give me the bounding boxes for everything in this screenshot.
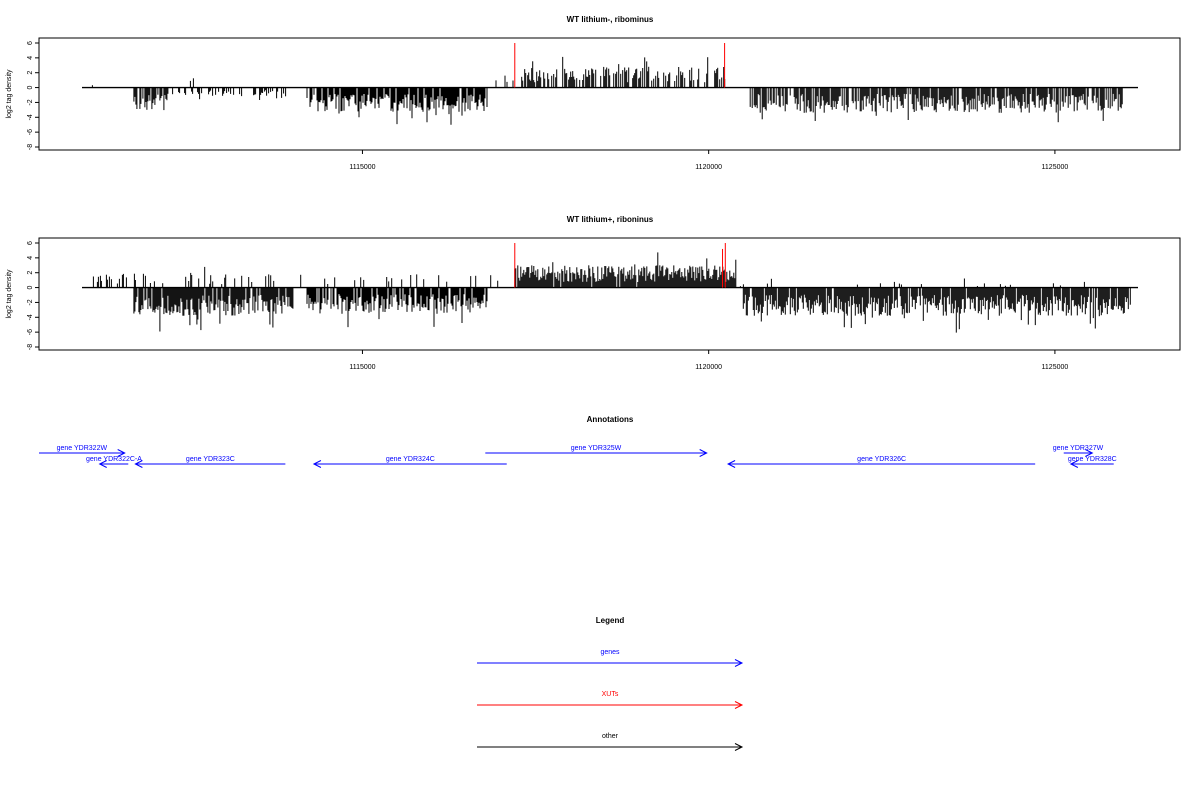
y-axis-label: log2 tag density (6, 269, 13, 319)
legend-label: genes (600, 649, 620, 656)
annotations-title: Annotations (587, 415, 634, 424)
legend-entry: XUTs (477, 691, 744, 709)
gene-feature: gene YDR323C (134, 456, 286, 468)
y-tick-label: 2 (27, 271, 34, 275)
gene-feature: gene YDR327W (1053, 445, 1104, 457)
x-tick-label: 1120000 (695, 164, 722, 171)
gene-label: gene YDR322W (57, 445, 108, 452)
gene-arrow-arrowhead-icon (1085, 449, 1094, 457)
gene-label: gene YDR323C (186, 456, 235, 463)
x-tick-label: 1125000 (1042, 164, 1069, 171)
y-tick-label: 6 (27, 41, 34, 45)
gene-label: gene YDR327W (1053, 445, 1104, 452)
y-axis-label: log2 tag density (6, 69, 13, 119)
gene-arrow-arrowhead-icon (117, 449, 126, 457)
plot-frame (38, 37, 1181, 151)
panel-title: WT lithium+, riboninus (567, 215, 654, 224)
gene-label: gene YDR325W (571, 445, 622, 452)
y-tick-label: 4 (27, 56, 34, 60)
y-tick-label: -6 (27, 129, 34, 135)
signal-bars (92, 243, 1131, 333)
panel-title: WT lithium-, ribominus (567, 15, 654, 24)
gene-feature: gene YDR328C (1068, 456, 1117, 468)
panel-lithium-minus: WT lithium-, ribominus log2 tag density … (6, 15, 1181, 171)
legend-arrow-arrowhead-icon (734, 701, 744, 709)
gene-arrow-arrowhead-icon (312, 460, 322, 468)
panel-lithium-plus: WT lithium+, riboninus log2 tag density … (6, 215, 1181, 371)
legend-label: XUTs (602, 691, 619, 698)
y-tick-label: -6 (27, 329, 34, 335)
gene-feature: gene YDR322C-A (86, 456, 142, 468)
legend-arrow-arrowhead-icon (734, 743, 744, 751)
legend-arrow-arrowhead-icon (734, 659, 744, 667)
legend-entry: other (477, 733, 744, 751)
y-tick-label: -4 (27, 114, 34, 120)
legend-label: other (602, 733, 619, 740)
x-tick-label: 1125000 (1042, 364, 1069, 371)
legend: Legend genes XUTs other (477, 616, 744, 751)
legend-title: Legend (596, 616, 625, 625)
gene-label: gene YDR322C-A (86, 456, 142, 463)
gene-feature: gene YDR326C (726, 456, 1036, 468)
gene-features: gene YDR322W gene YDR322C-A gene YDR323C ge… (39, 445, 1117, 468)
gene-label: gene YDR324C (386, 456, 435, 463)
y-tick-label: 0 (27, 286, 34, 290)
y-tick-label: 0 (27, 86, 34, 90)
gene-arrow-arrowhead-icon (1069, 460, 1079, 468)
y-tick-label: -8 (27, 344, 34, 350)
gene-arrow-arrowhead-icon (699, 449, 708, 457)
y-tick-label: -2 (27, 99, 34, 105)
y-tick-label: -2 (27, 299, 34, 305)
gene-feature: gene YDR325W (485, 445, 708, 457)
signal-bars (91, 43, 1123, 125)
gene-label: gene YDR326C (857, 456, 906, 463)
x-tick-label: 1115000 (349, 364, 375, 371)
gene-arrow-arrowhead-icon (134, 460, 143, 468)
plot-frame (38, 237, 1181, 351)
y-tick-label: 2 (27, 71, 34, 75)
gene-label: gene YDR328C (1068, 456, 1117, 463)
gene-arrow-arrowhead-icon (726, 460, 736, 468)
gene-feature: gene YDR324C (312, 456, 507, 468)
y-tick-label: 4 (27, 256, 34, 260)
gene-arrow-arrowhead-icon (98, 460, 107, 468)
y-tick-label: -4 (27, 314, 34, 320)
x-tick-label: 1115000 (349, 164, 375, 171)
y-tick-label: 6 (27, 241, 34, 245)
y-tick-label: -8 (27, 144, 34, 150)
legend-entry: genes (477, 649, 744, 667)
x-tick-label: 1120000 (695, 364, 722, 371)
legend-entries: genes XUTs other (477, 649, 744, 751)
gene-feature: gene YDR322W (39, 445, 126, 457)
